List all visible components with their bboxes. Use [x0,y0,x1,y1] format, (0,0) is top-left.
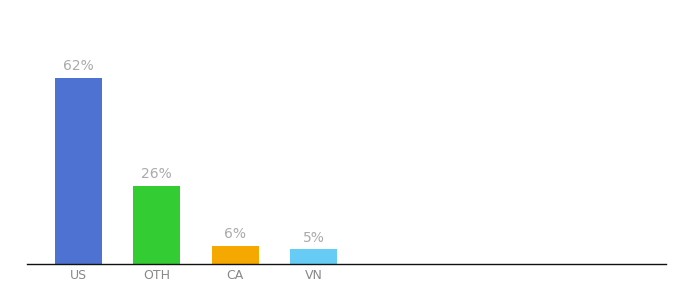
Text: 5%: 5% [303,230,324,244]
Bar [133,186,180,264]
Bar [290,249,337,264]
Text: 62%: 62% [63,59,94,74]
Bar [54,78,102,264]
Text: 26%: 26% [141,167,172,182]
Bar [211,246,258,264]
Text: 6%: 6% [224,227,246,242]
